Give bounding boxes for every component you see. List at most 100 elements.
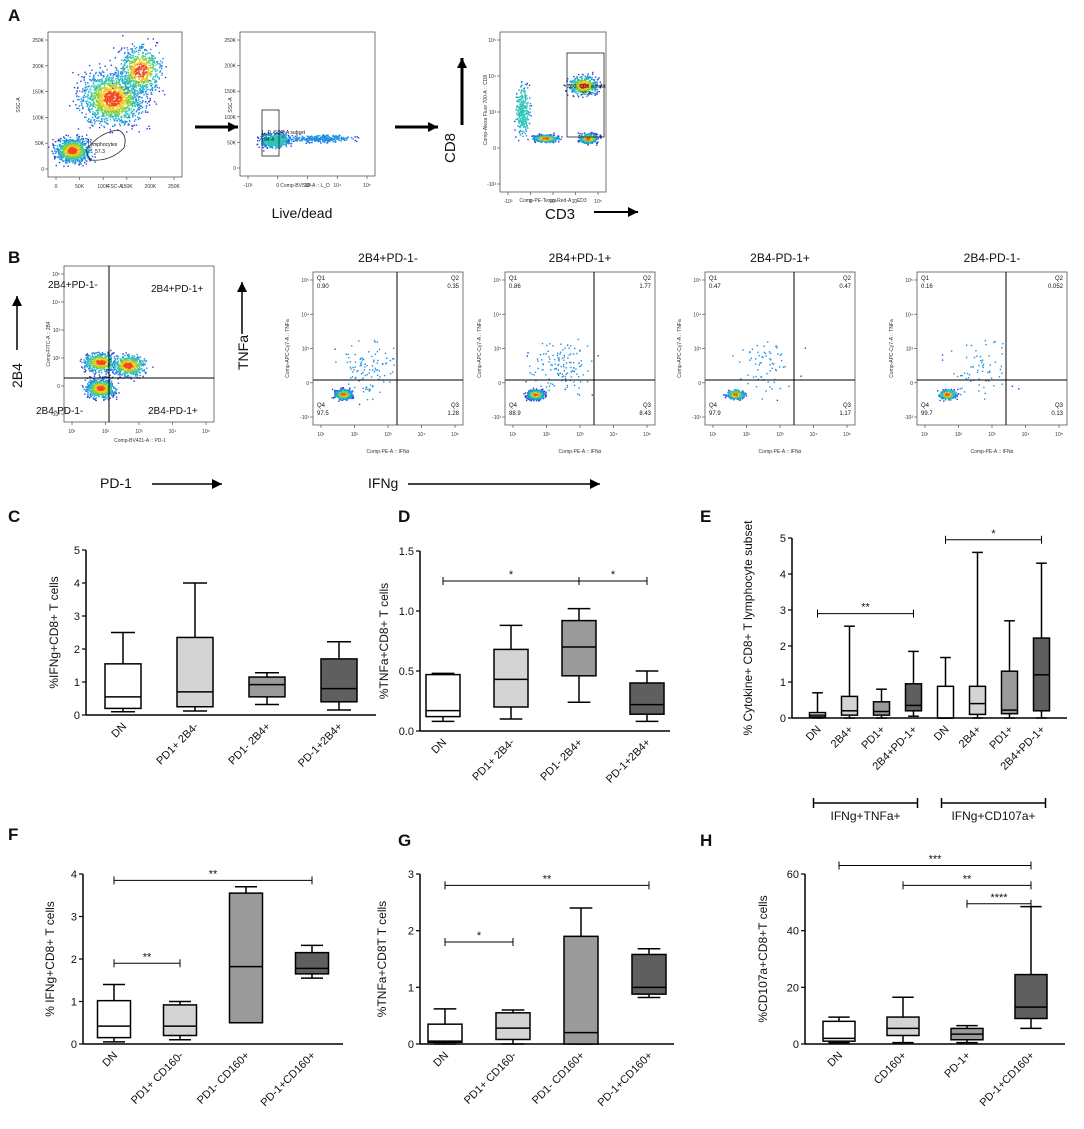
b-quad4-xtick-label-1: 10² [955,432,963,438]
b-quad4-q4-name: Q4 [921,403,930,409]
b-quad3-q4-value: 97.9 [709,411,721,417]
b-quad4-ytick-label-1: 0 [910,381,913,387]
chart-d-box-0 [425,672,461,723]
chart-e-sig-label-0: ** [861,602,870,614]
a2-plot-frame [239,31,376,177]
a3-plot-frame [499,31,607,193]
chart-d-ytick-label-3: 1.5 [399,546,414,558]
a3-xtick-label-0: -10³ [504,199,513,205]
b-quad3-ytick-label-3: 10⁴ [693,312,701,318]
chart-d-sig-label-0: * [509,569,514,581]
chart-h-sig-label-2: **** [990,892,1008,904]
b-quad4-q1-name: Q1 [921,276,930,282]
b-quad4-q1-value: 0.16 [921,284,933,290]
a1-ytick-label-1: 50K [35,141,45,147]
a3-ytick-label-1: 0 [493,146,496,152]
b-quad1-ytick-label-2: 10³ [302,347,310,353]
b-quad3-xtick-label-1: 10² [743,432,751,438]
chart-e-box-7 [1032,562,1051,719]
b-quad2-q4-name: Q4 [509,403,518,409]
chart-h-category-label-3: PD-1+CD160+ [978,1050,1038,1110]
chart-d-box-2 [561,607,597,703]
chart-h-sig-label-1: ** [963,873,972,885]
b-quad4-q3-name: Q3 [1055,403,1064,409]
chart-c-ytick-label-1: 1 [74,677,80,689]
b-quad1-ytick-label-0: -10³ [300,415,309,421]
a2-ytick-label-0: 0 [233,166,236,172]
chart-c-panel-label: C [8,507,20,526]
b-axis-y-arrow [237,282,247,334]
b-quad1-q3-name: Q3 [451,403,460,409]
chart-h-category-label-1: CD160+ [872,1050,909,1087]
b1-ytick-label-0: -10² [51,412,60,418]
b-quad1-ytick-label-1: 0 [306,381,309,387]
chart-g-ytick-label-3: 3 [408,869,414,881]
b-quad1-xtick-label-4: 10⁵ [451,432,459,438]
chart-g-ytick-label-1: 1 [408,982,414,994]
a3-ytick-label-4: 10⁵ [488,38,496,44]
b-quad1-q4-name: Q4 [317,403,326,409]
a3-xtick-label-3: 10⁴ [572,199,580,205]
b-quad4-title: 2B4-PD-1- [964,251,1021,265]
b-quad4-x-label: Comp-PE-A :: IFNα [971,449,1014,455]
chart-f-sig-1 [113,959,181,968]
chart-g-sig-label-1: * [477,930,482,942]
a2-gate-name: L_D, SSC-A subset [262,130,306,136]
b-quad1-q1-value: 0.90 [317,284,329,290]
b-quad3-ytick-label-0: -10³ [692,415,701,421]
b-quad3-ytick-label-1: 0 [698,381,701,387]
chart-e-sig-0 [817,609,914,618]
a1-gate [85,129,126,161]
chart-g-box-0 [427,1008,463,1045]
b1-ytick-label-4: 10⁴ [52,300,60,306]
chart-d-ytick-label-0: 0.0 [399,726,414,738]
b-quad1-xtick-label-0: 10¹ [317,432,325,438]
chart-d-y-title: %TNFa+CD8+ T cells [377,583,391,699]
a1-ytick-label-3: 150K [32,90,44,96]
b1-axis-y-title: 2B4 [9,363,25,388]
chart-c-box-2 [248,672,286,706]
chart-d-category-label-1: PD1+ 2B4- [470,736,517,783]
chart-h-box-2 [950,1024,984,1044]
a3-ytick-label-3: 10⁴ [488,74,496,80]
b-quad2-ytick-label-1: 0 [498,381,501,387]
a3-axis-y-arrow [457,58,467,125]
b-quad1-xtick-label-2: 10³ [384,432,392,438]
chart-g-category-label-3: PD-1+CD160+ [596,1050,656,1110]
chart-e-y-title: % Cytokine+ CD8+ T lymphocyte subset [741,520,755,736]
chart-c-box-3 [320,640,358,711]
a1-ytick-label-5: 250K [32,38,44,44]
a3-axis-x-arrow [594,207,638,217]
a1-y-label: SSC-A [16,97,22,113]
chart-h-box-0 [822,1016,856,1044]
chart-g-category-label-1: PD1+ CD160- [462,1049,519,1106]
b-quad2-q1-value: 0.86 [509,284,521,290]
chart-h-ytick-label-2: 40 [787,926,799,938]
chart-c-category-label-2: PD1- 2B4+ [226,721,273,768]
a2-ytick-label-4: 200K [224,64,236,70]
b1-xtick-label-1: 10² [102,429,110,435]
a2-ytick-label-3: 150K [224,89,236,95]
chart-g-ytick-label-2: 2 [408,926,414,938]
chart-e-group-label-0: IFNg+TNFa+ [830,809,900,823]
a1-xtick-label-4: 200K [145,184,157,190]
b-quad4-q2-name: Q2 [1055,276,1064,282]
b1-ytick-label-5: 10⁵ [52,272,60,278]
b-quad1-ytick-label-3: 10⁴ [301,312,309,318]
b-quad1-q4-value: 97.5 [317,411,329,417]
a1-xtick-label-2: 100K [97,184,109,190]
b-quad2-frame [504,271,656,426]
panel-label-a: A [8,6,21,25]
chart-f-category-label-2: PD1- CD160+ [195,1050,252,1107]
chart-g-category-label-2: PD1- CD160+ [530,1050,587,1107]
chart-e-box-2 [872,688,891,719]
arrow-a2-a3 [395,122,438,132]
chart-h-sig-1 [902,881,1032,890]
b-quad3-ytick-label-4: 10⁵ [693,278,701,284]
b-quad3-density [723,341,807,402]
chart-d-sig-label-1: * [611,569,616,581]
b-quad4-frame [916,271,1068,426]
chart-e-box-3 [904,650,923,717]
a1-x-label: FSC-A [108,184,124,190]
